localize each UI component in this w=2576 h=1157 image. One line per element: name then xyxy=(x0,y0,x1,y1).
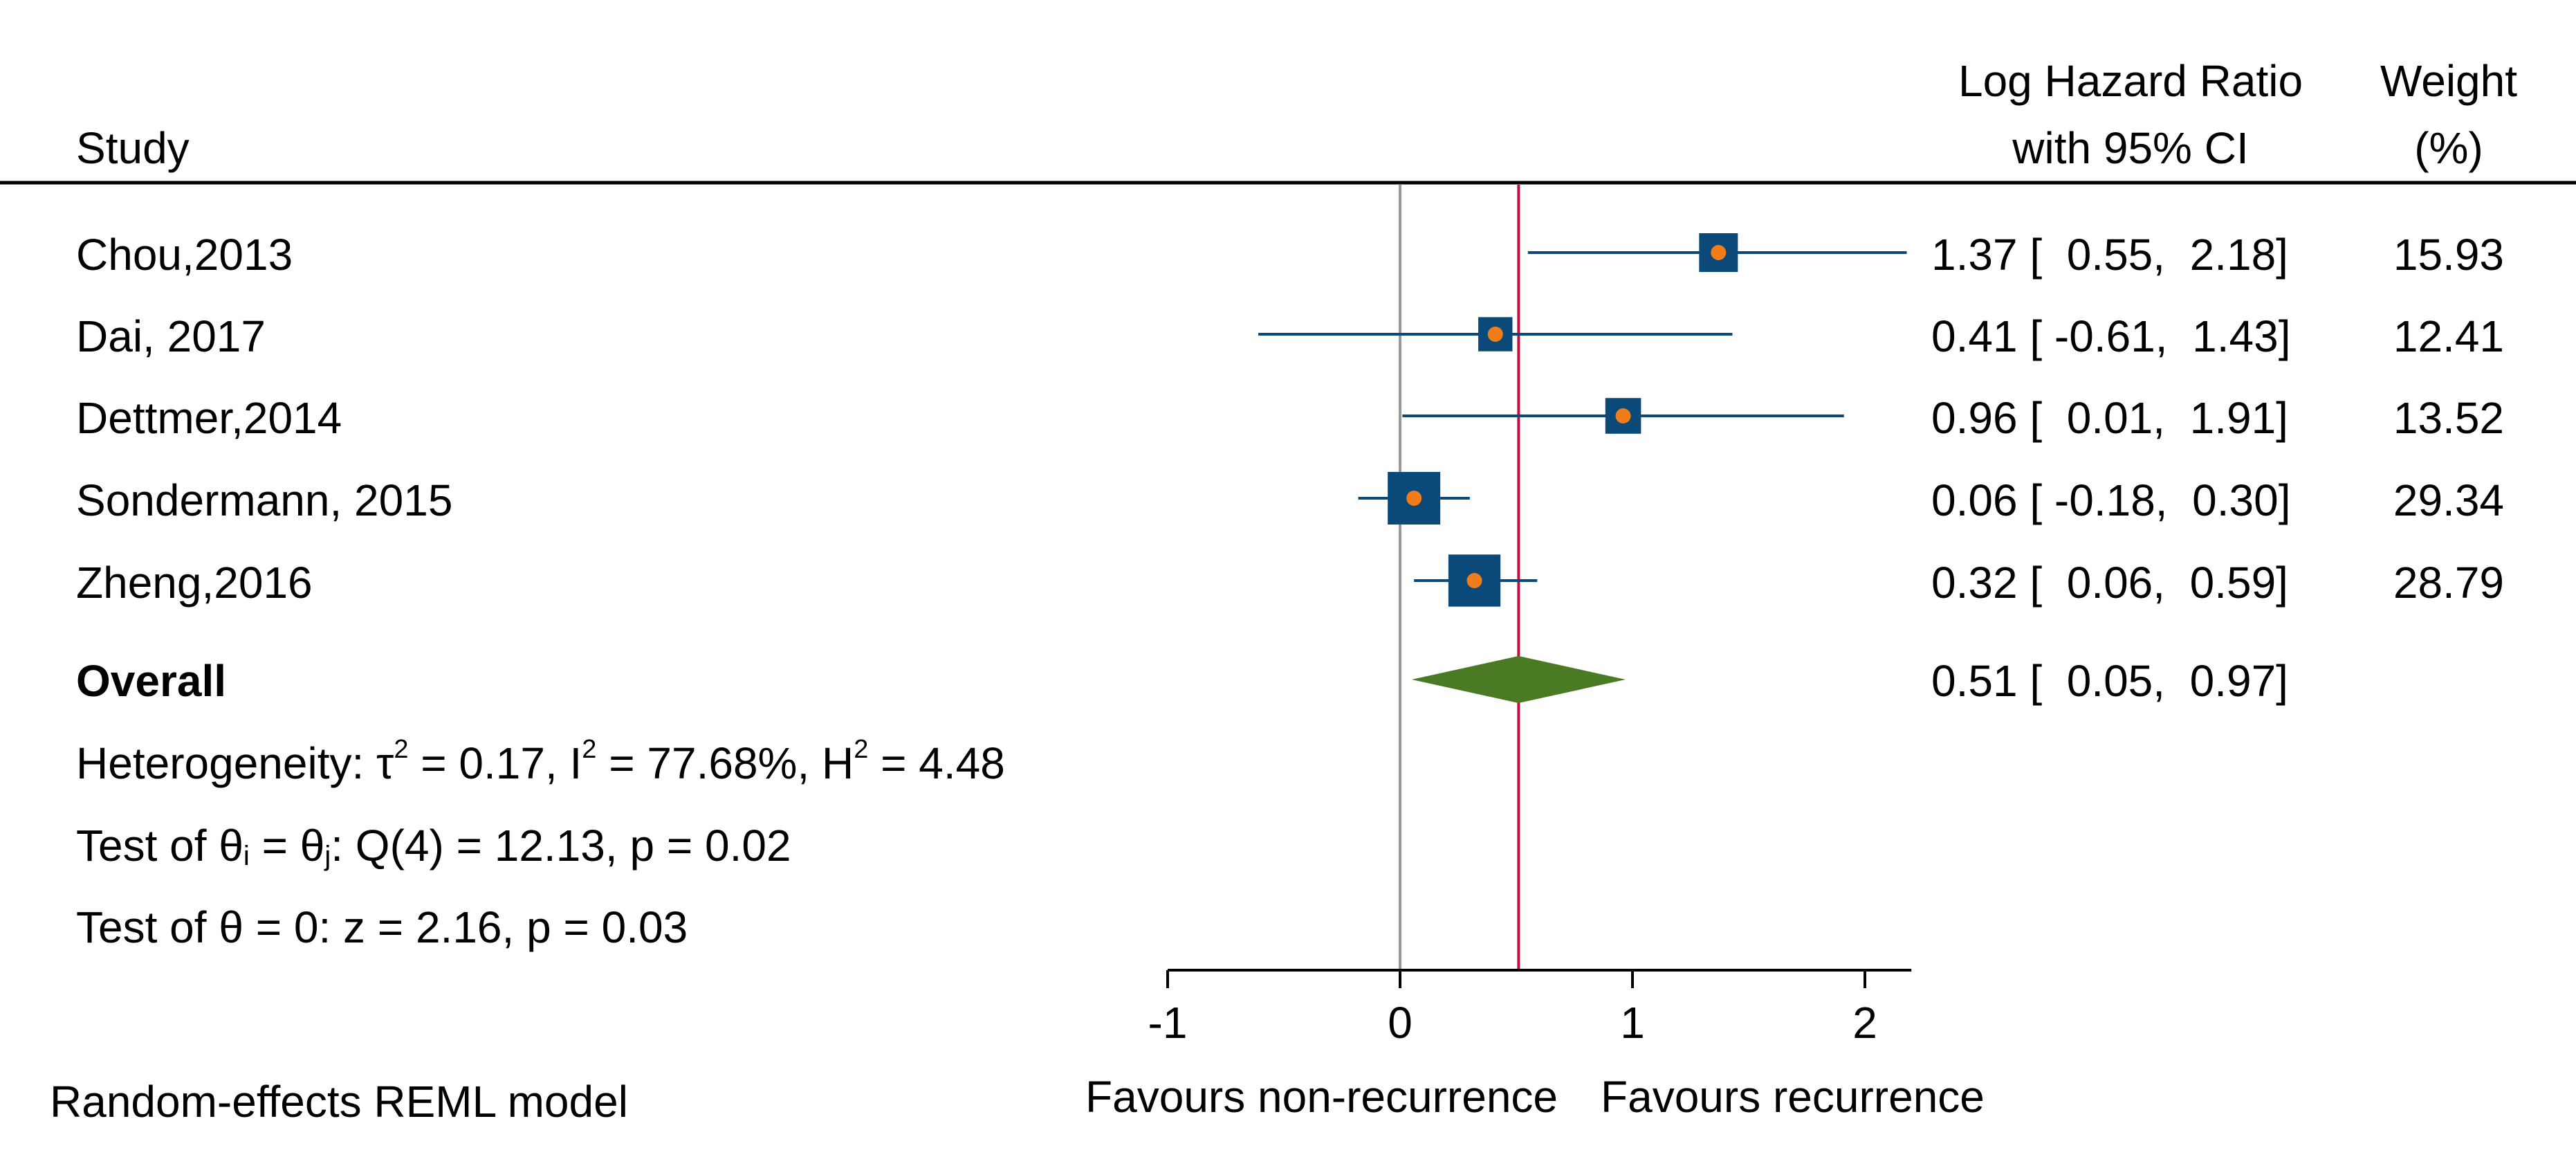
study-name: Zheng,2016 xyxy=(76,558,313,608)
x-axis: -1 0 1 2 Favours non-recurrence Favours rec… xyxy=(1085,969,1985,1122)
study-row: Dai, 2017 0.41 [ -0.61, 1.43] 12.41 xyxy=(76,311,2504,361)
weight-column-header-line2: (%) xyxy=(2414,123,2483,173)
weight-value: 12.41 xyxy=(2393,311,2504,361)
x-tick-label: 2 xyxy=(1852,998,1877,1048)
effect-ci-text: 0.06 [ -0.18, 0.30] xyxy=(1931,475,2290,525)
study-name: Chou,2013 xyxy=(76,230,293,280)
x-tick-label: 1 xyxy=(1620,998,1645,1048)
favours-right-label: Favours recurrence xyxy=(1601,1072,1985,1122)
point-estimate xyxy=(1615,408,1631,423)
overall-row: Overall 0.51 [ 0.05, 0.97] xyxy=(76,656,2288,706)
z-test-stats: Test of θ = 0: z = 2.16, p = 0.03 xyxy=(76,902,688,952)
effect-ci-text: 1.37 [ 0.55, 2.18] xyxy=(1931,230,2288,280)
x-tick-label: 0 xyxy=(1388,998,1413,1048)
study-row: Sondermann, 2015 0.06 [ -0.18, 0.30] 29.… xyxy=(76,472,2504,525)
weight-value: 29.34 xyxy=(2393,475,2504,525)
point-estimate xyxy=(1466,573,1482,588)
effect-ci-text: 0.32 [ 0.06, 0.59] xyxy=(1931,558,2288,608)
effect-column-header-line2: with 95% CI xyxy=(2012,123,2248,173)
study-row: Dettmer,2014 0.96 [ 0.01, 1.91] 13.52 xyxy=(76,393,2504,443)
study-column-header: Study xyxy=(76,123,190,173)
effect-column-header-line1: Log Hazard Ratio xyxy=(1958,56,2303,106)
q-test-stats: Test of θi = θj: Q(4) = 12.13, p = 0.02 xyxy=(76,821,791,871)
study-row: Zheng,2016 0.32 [ 0.06, 0.59] 28.79 xyxy=(76,554,2504,608)
point-estimate xyxy=(1406,491,1422,506)
favours-left-label: Favours non-recurrence xyxy=(1085,1072,1558,1122)
overall-label: Overall xyxy=(76,656,226,706)
weight-value: 28.79 xyxy=(2393,558,2504,608)
effect-ci-text: 0.96 [ 0.01, 1.91] xyxy=(1931,393,2288,443)
point-estimate xyxy=(1711,245,1727,260)
point-estimate xyxy=(1487,327,1503,342)
weight-value: 13.52 xyxy=(2393,393,2504,443)
study-name: Sondermann, 2015 xyxy=(76,475,452,525)
study-name: Dai, 2017 xyxy=(76,311,266,361)
study-name: Dettmer,2014 xyxy=(76,393,342,443)
overall-diamond xyxy=(1411,656,1626,703)
model-note: Random-effects REML model xyxy=(50,1077,628,1127)
x-tick-label: -1 xyxy=(1148,998,1188,1048)
heterogeneity-stats: Heterogeneity: τ2 = 0.17, I2 = 77.68%, H… xyxy=(76,735,1005,788)
weight-column-header-line1: Weight xyxy=(2380,56,2517,106)
overall-effect-ci-text: 0.51 [ 0.05, 0.97] xyxy=(1931,656,2288,706)
effect-ci-text: 0.41 [ -0.61, 1.43] xyxy=(1931,311,2290,361)
weight-value: 15.93 xyxy=(2393,230,2504,280)
x-axis-ticks: -1 0 1 2 xyxy=(1148,970,1877,1048)
study-row: Chou,2013 1.37 [ 0.55, 2.18] 15.93 xyxy=(76,230,2504,280)
